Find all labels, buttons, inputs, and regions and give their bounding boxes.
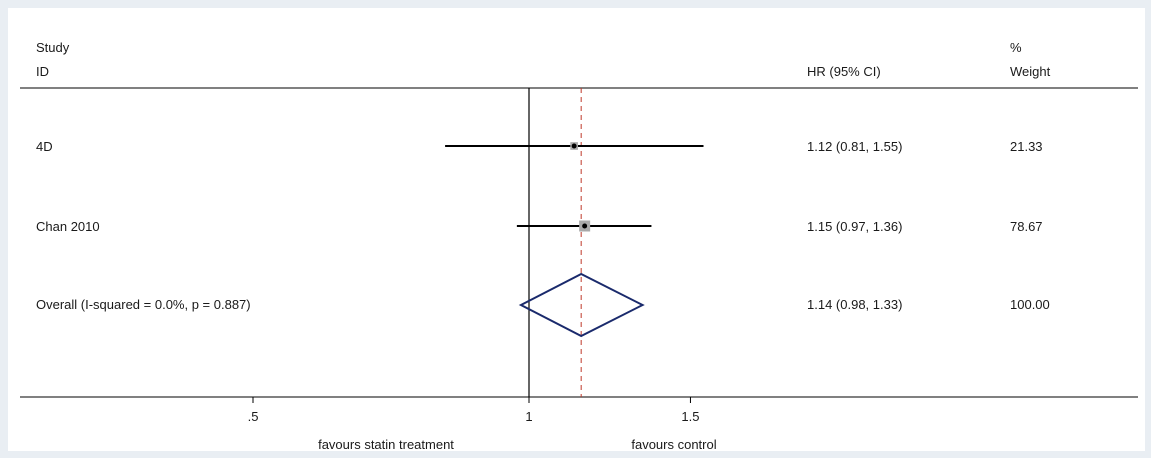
header-effect: HR (95% CI) (807, 64, 881, 79)
header-id: ID (36, 64, 49, 79)
header-study: Study (36, 40, 70, 55)
overall-diamond (518, 272, 645, 338)
study-weight-0: 21.33 (1010, 139, 1043, 154)
x-tick-label-1: 1 (525, 409, 532, 424)
forest-plot: Study ID HR (95% CI) % Weight 4D 1.12 (0… (20, 40, 1138, 451)
study-label-1: Chan 2010 (36, 219, 100, 234)
overall-weight: 100.00 (1010, 297, 1050, 312)
forest-plot-frame: Study ID HR (95% CI) % Weight 4D 1.12 (0… (8, 8, 1145, 451)
study-weight-1: 78.67 (1010, 219, 1043, 234)
header-weight: Weight (1010, 64, 1051, 79)
header-weight-percent: % (1010, 40, 1022, 55)
overall-ci-text: 1.14 (0.98, 1.33) (807, 297, 902, 312)
overall-label: Overall (I-squared = 0.0%, p = 0.887) (36, 297, 251, 312)
x-tick-label-2: 1.5 (681, 409, 699, 424)
study-ci-text-0: 1.12 (0.81, 1.55) (807, 139, 902, 154)
study-point-0 (571, 143, 577, 149)
study-point-1 (582, 223, 588, 229)
footer-favours-left: favours statin treatment (318, 437, 454, 451)
study-ci-text-1: 1.15 (0.97, 1.36) (807, 219, 902, 234)
study-label-0: 4D (36, 139, 53, 154)
footer-favours-right: favours control (631, 437, 716, 451)
x-tick-label-0: .5 (248, 409, 259, 424)
